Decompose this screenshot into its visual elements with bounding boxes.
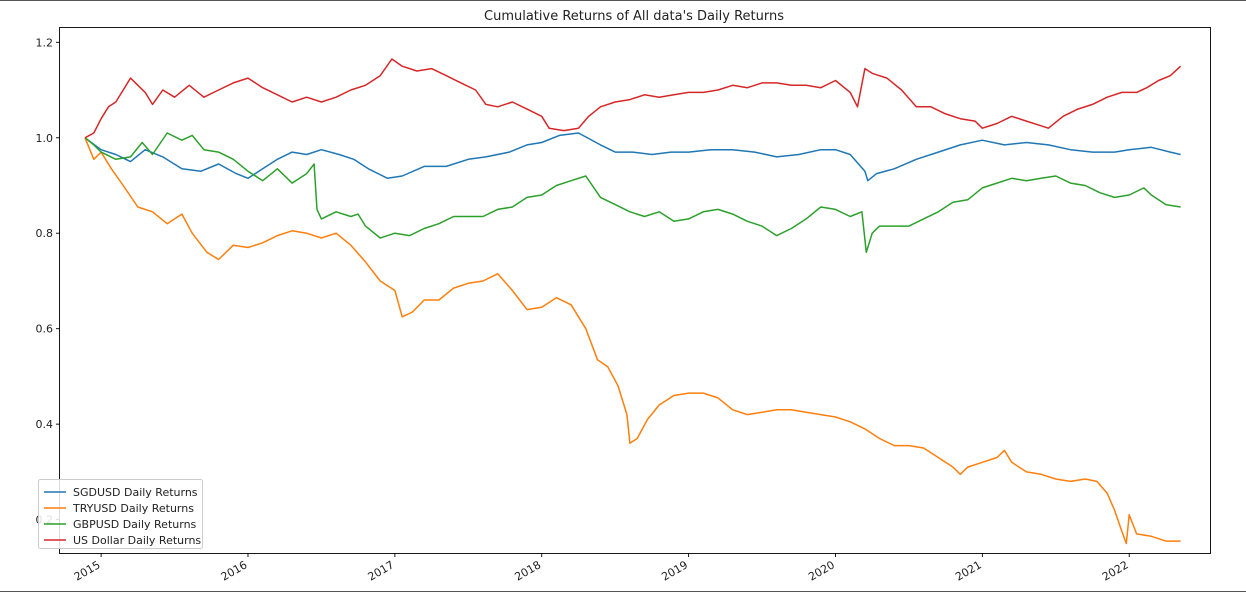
- y-tick-label: 1.0: [36, 132, 54, 145]
- legend-label-0: SGDUSD Daily Returns: [73, 486, 198, 499]
- series-layer: [84, 58, 1182, 545]
- y-tick-label: 0.8: [36, 227, 54, 240]
- legend-box: [38, 479, 203, 549]
- series-line-3: [84, 58, 1182, 139]
- chart-title: Cumulative Returns of All data's Daily R…: [484, 9, 784, 24]
- axes-frame: [59, 27, 1211, 554]
- legend-label-1: TRYUSD Daily Returns: [72, 502, 194, 515]
- legend-label-2: GBPUSD Daily Returns: [73, 518, 197, 531]
- y-tick-label: 0.6: [36, 323, 54, 336]
- y-tick-label: 1.2: [36, 36, 54, 49]
- series-line-1: [84, 137, 1181, 545]
- legend: SGDUSD Daily Returns TRYUSD Daily Returns…: [38, 479, 203, 549]
- plot-area: [59, 27, 1211, 554]
- y-tick-label: 0.4: [36, 418, 54, 431]
- series-line-0: [84, 132, 1181, 182]
- series-line-2: [84, 132, 1181, 254]
- legend-items: SGDUSD Daily Returns TRYUSD Daily Returns…: [44, 486, 201, 547]
- legend-label-3: US Dollar Daily Returns: [73, 534, 201, 547]
